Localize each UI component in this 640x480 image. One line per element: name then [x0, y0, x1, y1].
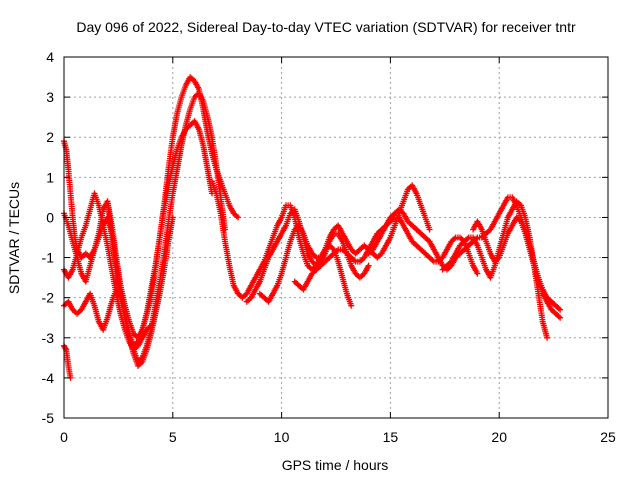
series-sat-h — [243, 206, 372, 305]
x-tick-label: 10 — [274, 429, 290, 445]
x-tick-label: 5 — [169, 429, 177, 445]
series-sat-g — [209, 178, 433, 301]
y-tick-label: -5 — [42, 410, 55, 426]
y-tick-label: -1 — [42, 250, 55, 266]
y-tick-label: 3 — [46, 89, 54, 105]
y-tick-label: 1 — [46, 169, 54, 185]
x-tick-label: 25 — [600, 429, 616, 445]
x-tick-label: 20 — [491, 429, 507, 445]
series-markers — [470, 214, 564, 321]
x-axis-ticks: 0 5 10 15 20 25 — [60, 57, 616, 445]
y-axis-ticks: -5 -4 -3 -2 -1 0 1 2 3 4 — [42, 49, 608, 426]
plot-frame — [63, 56, 609, 419]
y-tick-label: 2 — [46, 129, 54, 145]
y-tick-label: 4 — [46, 49, 54, 65]
x-axis-label: GPS time / hours — [282, 457, 389, 473]
y-tick-label: -4 — [42, 370, 55, 386]
x-tick-label: 0 — [60, 429, 68, 445]
chart-title: Day 096 of 2022, Sidereal Day-to-day VTE… — [76, 19, 576, 35]
data-series-layer — [61, 74, 564, 381]
series-sat-a — [61, 342, 74, 381]
series-markers — [104, 118, 215, 341]
series-track — [211, 181, 431, 299]
x-tick-label: 15 — [383, 429, 399, 445]
series-sat-m — [470, 214, 564, 321]
series-sat-f — [104, 118, 215, 341]
series-markers — [291, 214, 481, 293]
series-markers — [61, 342, 74, 381]
series-markers — [256, 222, 355, 309]
y-tick-label: -3 — [42, 330, 55, 346]
y-axis-label: SDTVAR / TECUs — [6, 182, 22, 294]
y-tick-label: -2 — [42, 290, 55, 306]
y-tick-label: 0 — [46, 209, 54, 225]
series-sat-i — [256, 222, 355, 309]
series-markers — [209, 178, 433, 301]
series-markers — [243, 206, 372, 305]
